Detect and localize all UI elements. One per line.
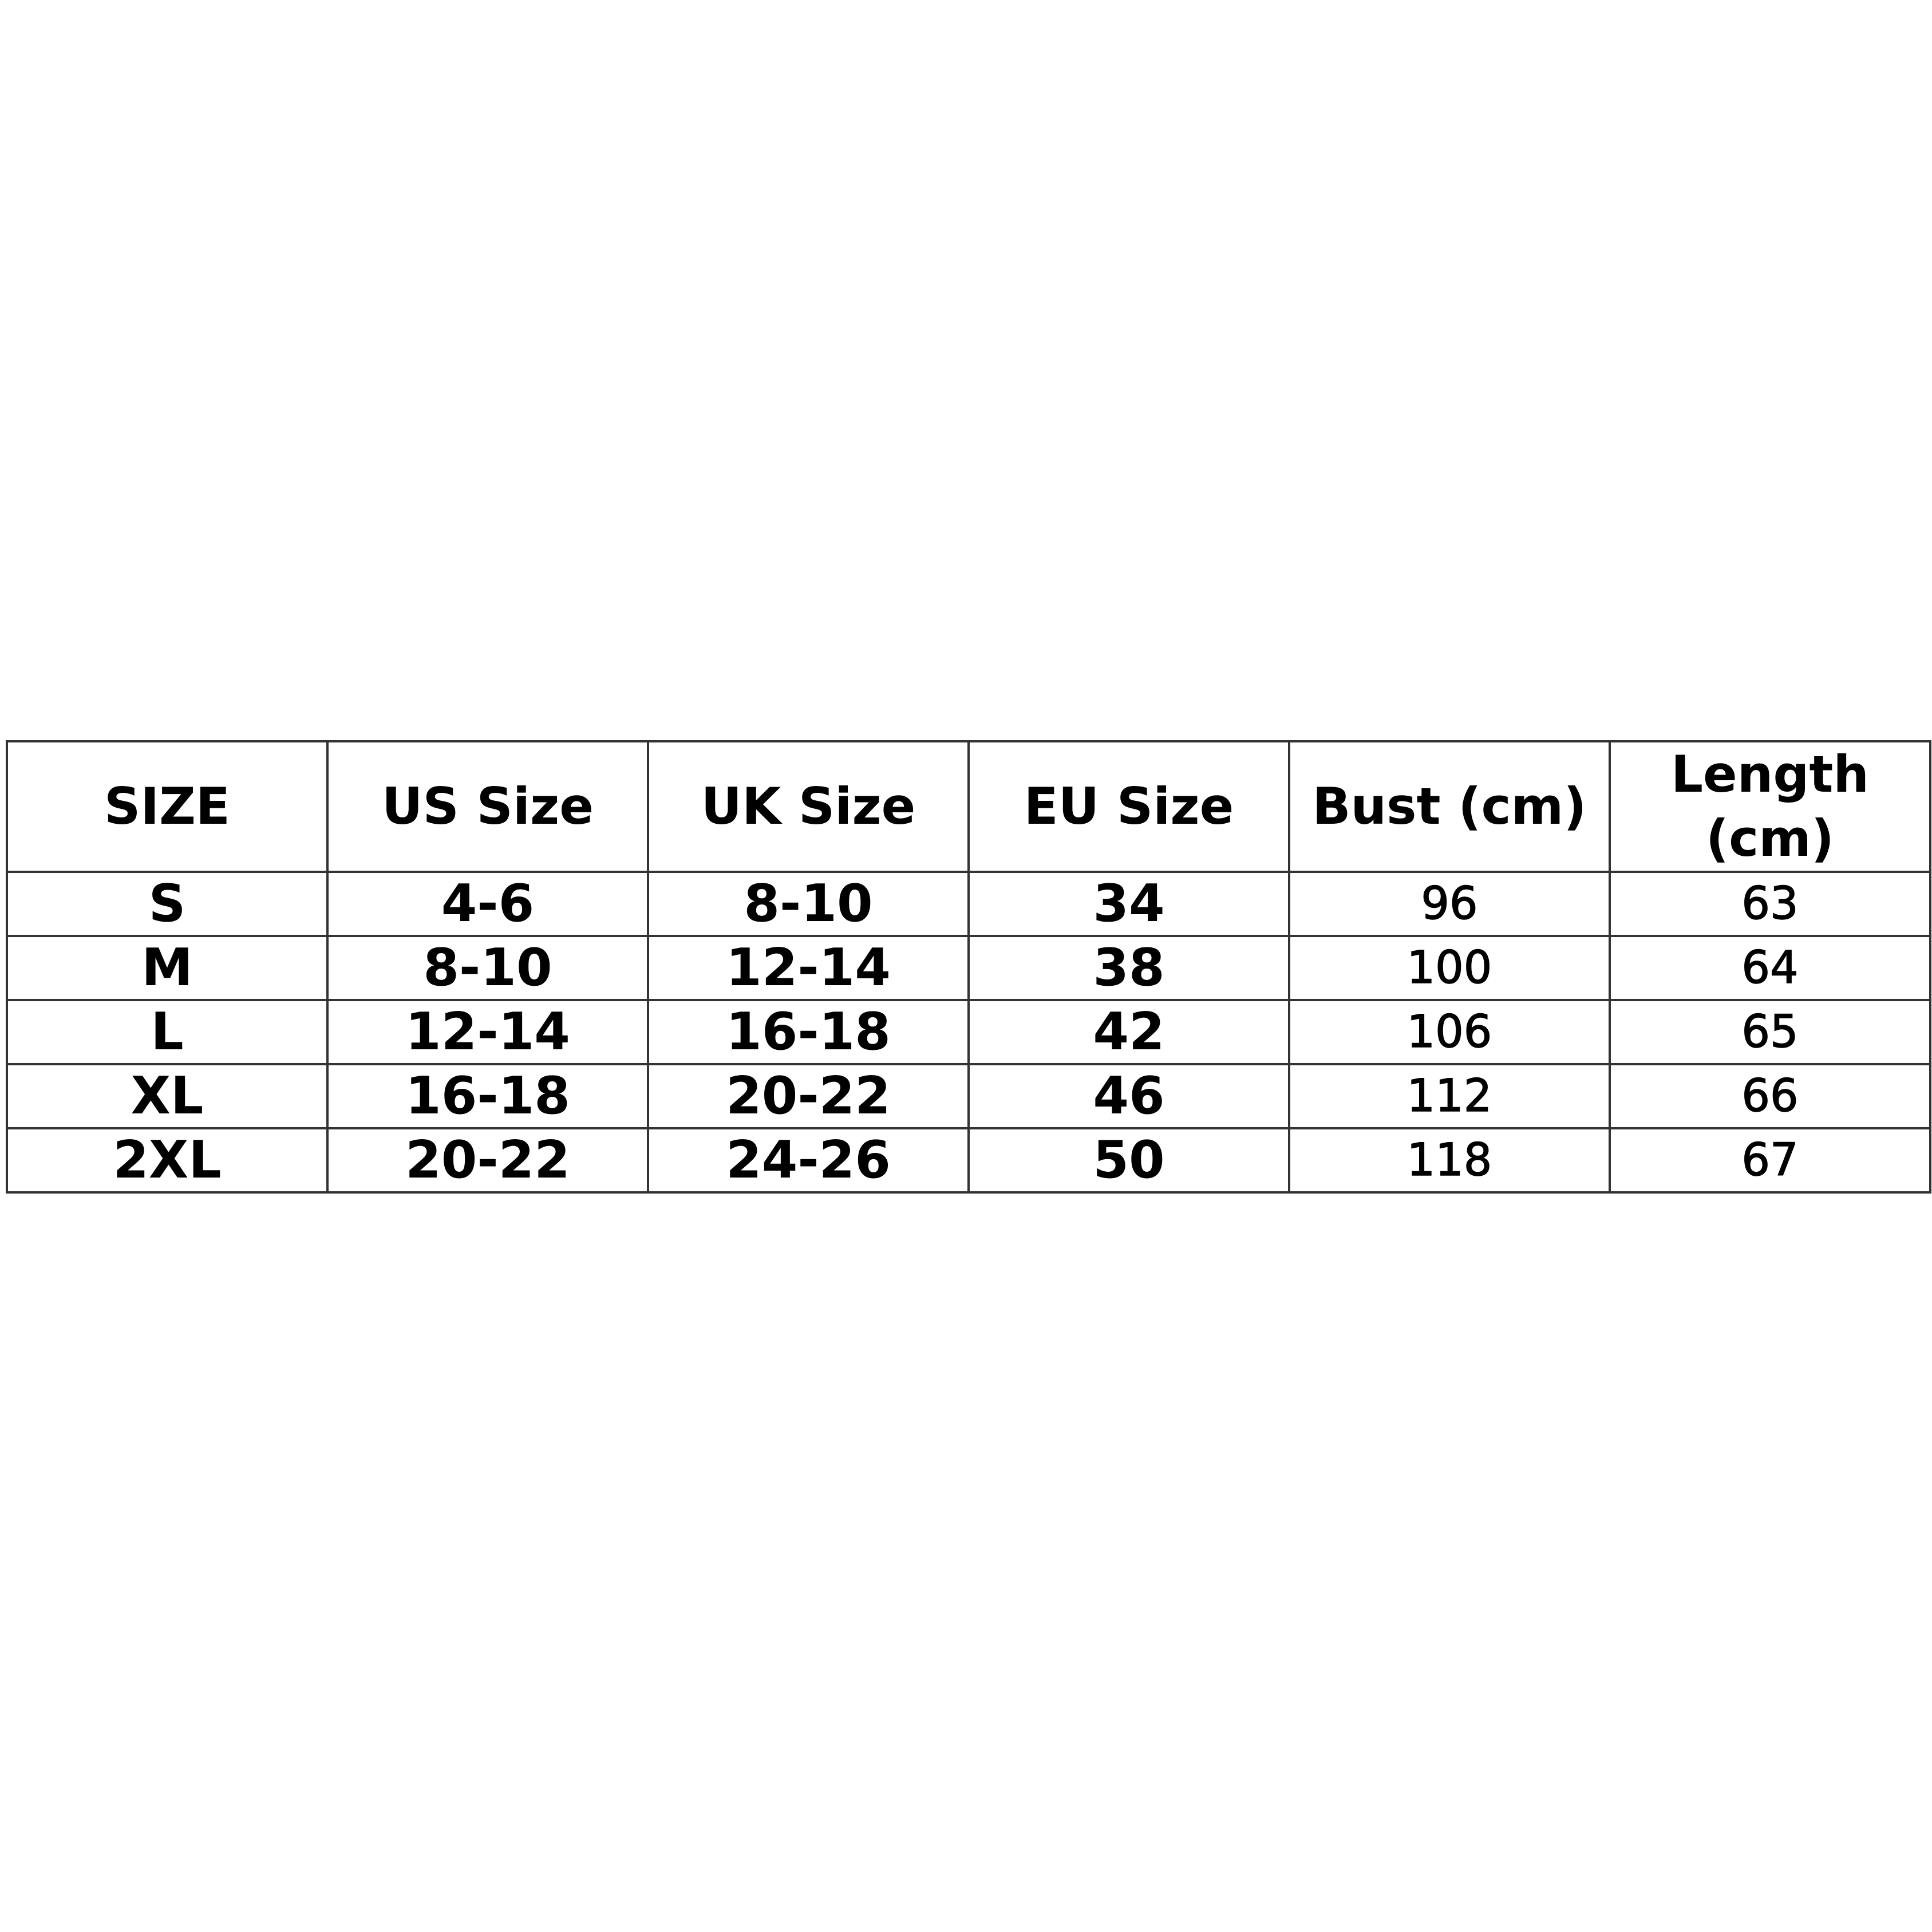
cell-uk-size: 12-14 <box>647 935 970 1001</box>
cell-size: M <box>6 935 329 1001</box>
cell-uk-size: 8-10 <box>647 871 970 937</box>
cell-eu-size: 38 <box>967 935 1290 1001</box>
table-row: XL 16-18 20-22 46 112 66 <box>6 1063 1931 1129</box>
cell-eu-size: 34 <box>967 871 1290 937</box>
cell-us-size: 12-14 <box>326 999 649 1065</box>
cell-size: XL <box>6 1063 329 1129</box>
header-row: SIZE US Size UK Size EU Size Bust (cm) L… <box>6 740 1931 873</box>
header-length: Length (cm) <box>1609 740 1931 873</box>
table-row: M 8-10 12-14 38 100 64 <box>6 935 1931 1001</box>
header-bust: Bust (cm) <box>1288 740 1611 873</box>
size-chart-table: SIZE US Size UK Size EU Size Bust (cm) L… <box>6 740 1931 1194</box>
cell-us-size: 8-10 <box>326 935 649 1001</box>
cell-eu-size: 42 <box>967 999 1290 1065</box>
cell-length: 67 <box>1609 1127 1931 1194</box>
header-us-size: US Size <box>326 740 649 873</box>
cell-us-size: 4-6 <box>326 871 649 937</box>
cell-bust: 100 <box>1288 935 1611 1001</box>
cell-size: L <box>6 999 329 1065</box>
cell-bust: 118 <box>1288 1127 1611 1194</box>
cell-length: 65 <box>1609 999 1931 1065</box>
header-size: SIZE <box>6 740 329 873</box>
table-row: L 12-14 16-18 42 106 65 <box>6 999 1931 1065</box>
cell-length: 63 <box>1609 871 1931 937</box>
header-uk-size: UK Size <box>647 740 970 873</box>
cell-bust: 96 <box>1288 871 1611 937</box>
cell-length: 66 <box>1609 1063 1931 1129</box>
table-row: 2XL 20-22 24-26 50 118 67 <box>6 1127 1931 1194</box>
cell-size: S <box>6 871 329 937</box>
cell-bust: 106 <box>1288 999 1611 1065</box>
cell-us-size: 20-22 <box>326 1127 649 1194</box>
cell-size: 2XL <box>6 1127 329 1194</box>
header-eu-size: EU Size <box>967 740 1290 873</box>
cell-uk-size: 20-22 <box>647 1063 970 1129</box>
table-row: S 4-6 8-10 34 96 63 <box>6 871 1931 937</box>
cell-eu-size: 46 <box>967 1063 1290 1129</box>
cell-us-size: 16-18 <box>326 1063 649 1129</box>
cell-bust: 112 <box>1288 1063 1611 1129</box>
cell-length: 64 <box>1609 935 1931 1001</box>
cell-uk-size: 16-18 <box>647 999 970 1065</box>
cell-eu-size: 50 <box>967 1127 1290 1194</box>
cell-uk-size: 24-26 <box>647 1127 970 1194</box>
